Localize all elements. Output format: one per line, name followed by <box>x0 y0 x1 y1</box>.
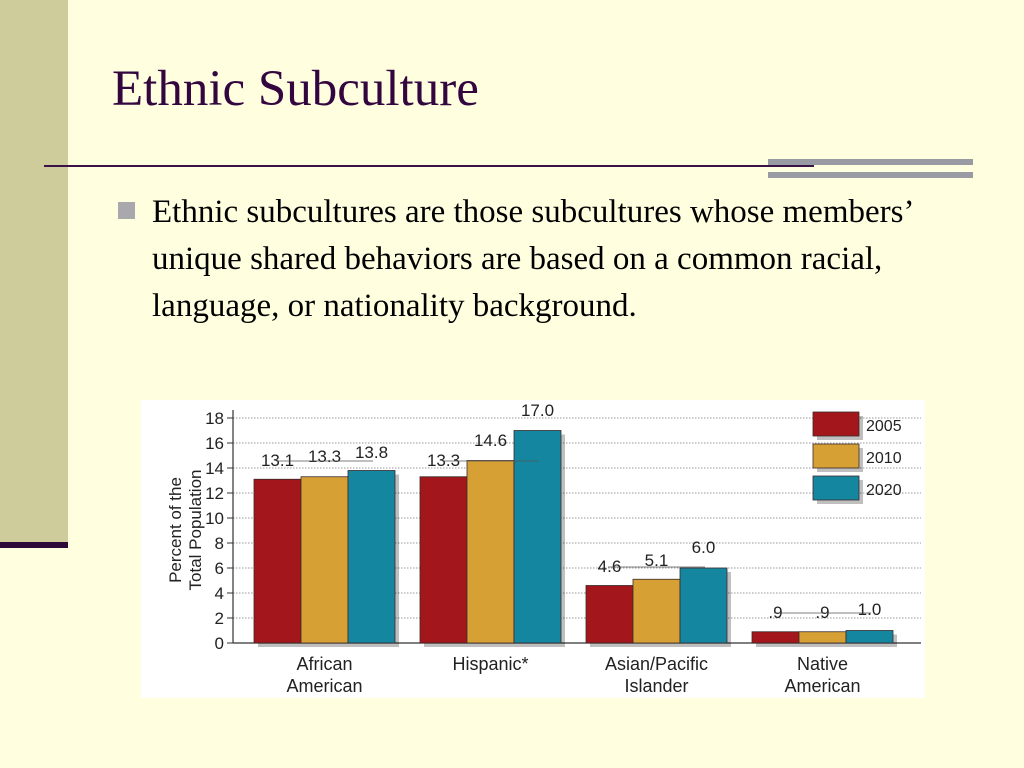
title-divider <box>44 165 814 167</box>
data-label-african-american-2020: 13.8 <box>355 443 388 462</box>
bar-african-american-2020 <box>347 470 396 644</box>
data-label-african-american-2010: 13.3 <box>308 447 341 466</box>
category-label-african-american: American <box>286 676 362 696</box>
bar-hispanic-2005 <box>419 476 468 644</box>
category-label-asian-pacific-islander: Asian/Pacific <box>605 654 708 674</box>
bar-native-american-2005 <box>751 631 800 644</box>
y-tick-label: 14 <box>205 459 224 478</box>
slide-title: Ethnic Subculture <box>112 61 479 117</box>
bar-hispanic-2020 <box>513 430 562 644</box>
data-label-asian-pacific-islander-2005: 4.6 <box>598 557 622 576</box>
bar-african-american-2005 <box>253 478 302 644</box>
data-label-native-american-2020: 1.0 <box>858 600 882 619</box>
bar-native-american-2010 <box>798 631 847 644</box>
data-label-hispanic-2020: 17.0 <box>521 401 554 420</box>
data-label-asian-pacific-islander-2010: 5.1 <box>645 551 669 570</box>
bullet-text: Ethnic subcultures are those subcultures… <box>152 194 913 324</box>
left-accent-line <box>0 542 68 548</box>
category-label-native-american: American <box>784 676 860 696</box>
bar-asian-pacific-islander-2020 <box>679 567 728 644</box>
legend-swatch-2020 <box>812 475 860 501</box>
y-tick-label: 6 <box>215 559 224 578</box>
y-tick-label: 8 <box>215 534 224 553</box>
left-accent-band <box>0 0 68 548</box>
y-axis-label-line-2: Total Population <box>186 470 205 591</box>
data-label-asian-pacific-islander-2020: 6.0 <box>692 538 716 557</box>
labels-layer: 13.1 13.3 13.8AfricanAmerican13.314.617.0H… <box>261 401 881 696</box>
category-label-native-american: Native <box>797 654 848 674</box>
legend-label-2005: 2005 <box>866 418 902 435</box>
category-label-hispanic: Hispanic* <box>452 654 528 674</box>
bar-asian-pacific-islander-2010 <box>632 578 681 644</box>
bar-african-american-2010 <box>300 476 349 644</box>
y-axis-label-line-1: Percent of the <box>166 477 185 583</box>
y-tick-label: 12 <box>205 484 224 503</box>
bullet-square-icon <box>118 202 135 219</box>
bars-layer <box>253 430 897 647</box>
y-tick-label: 16 <box>205 434 224 453</box>
y-tick-label: 10 <box>205 509 224 528</box>
data-label-african-american-2005: 13.1 <box>261 451 294 470</box>
category-label-african-american: African <box>296 654 352 674</box>
decorative-bar-top <box>768 159 973 165</box>
y-tick-label: 18 <box>205 409 224 428</box>
data-label-native-american-2005: .9 <box>768 603 782 622</box>
bar-asian-pacific-islander-2005 <box>585 585 634 644</box>
legend-swatch-2010 <box>812 443 860 469</box>
data-label-native-american-2010: .9 <box>815 603 829 622</box>
y-tick-label: 4 <box>215 584 224 603</box>
bar-chart: 0 2 4 6 8 10 12 14 16 18 13.1 13.3 13.8 African Ameri… <box>141 400 925 698</box>
bar-hispanic-2010 <box>466 460 515 644</box>
category-label-asian-pacific-islander: Islander <box>624 676 688 696</box>
y-tick-label: 0 <box>215 634 224 653</box>
data-label-hispanic-2010: 14.6 <box>474 431 507 450</box>
legend-swatch-2005 <box>812 411 860 437</box>
bar-native-american-2020 <box>845 630 894 644</box>
decorative-bar-bottom <box>768 172 973 178</box>
data-label-hispanic-2005: 13.3 <box>427 451 460 470</box>
legend-label-2020: 2020 <box>866 482 902 499</box>
legend-label-2010: 2010 <box>866 450 902 467</box>
y-tick-label: 2 <box>215 609 224 628</box>
legend-layer: 2005 2010 2020 <box>812 411 902 504</box>
